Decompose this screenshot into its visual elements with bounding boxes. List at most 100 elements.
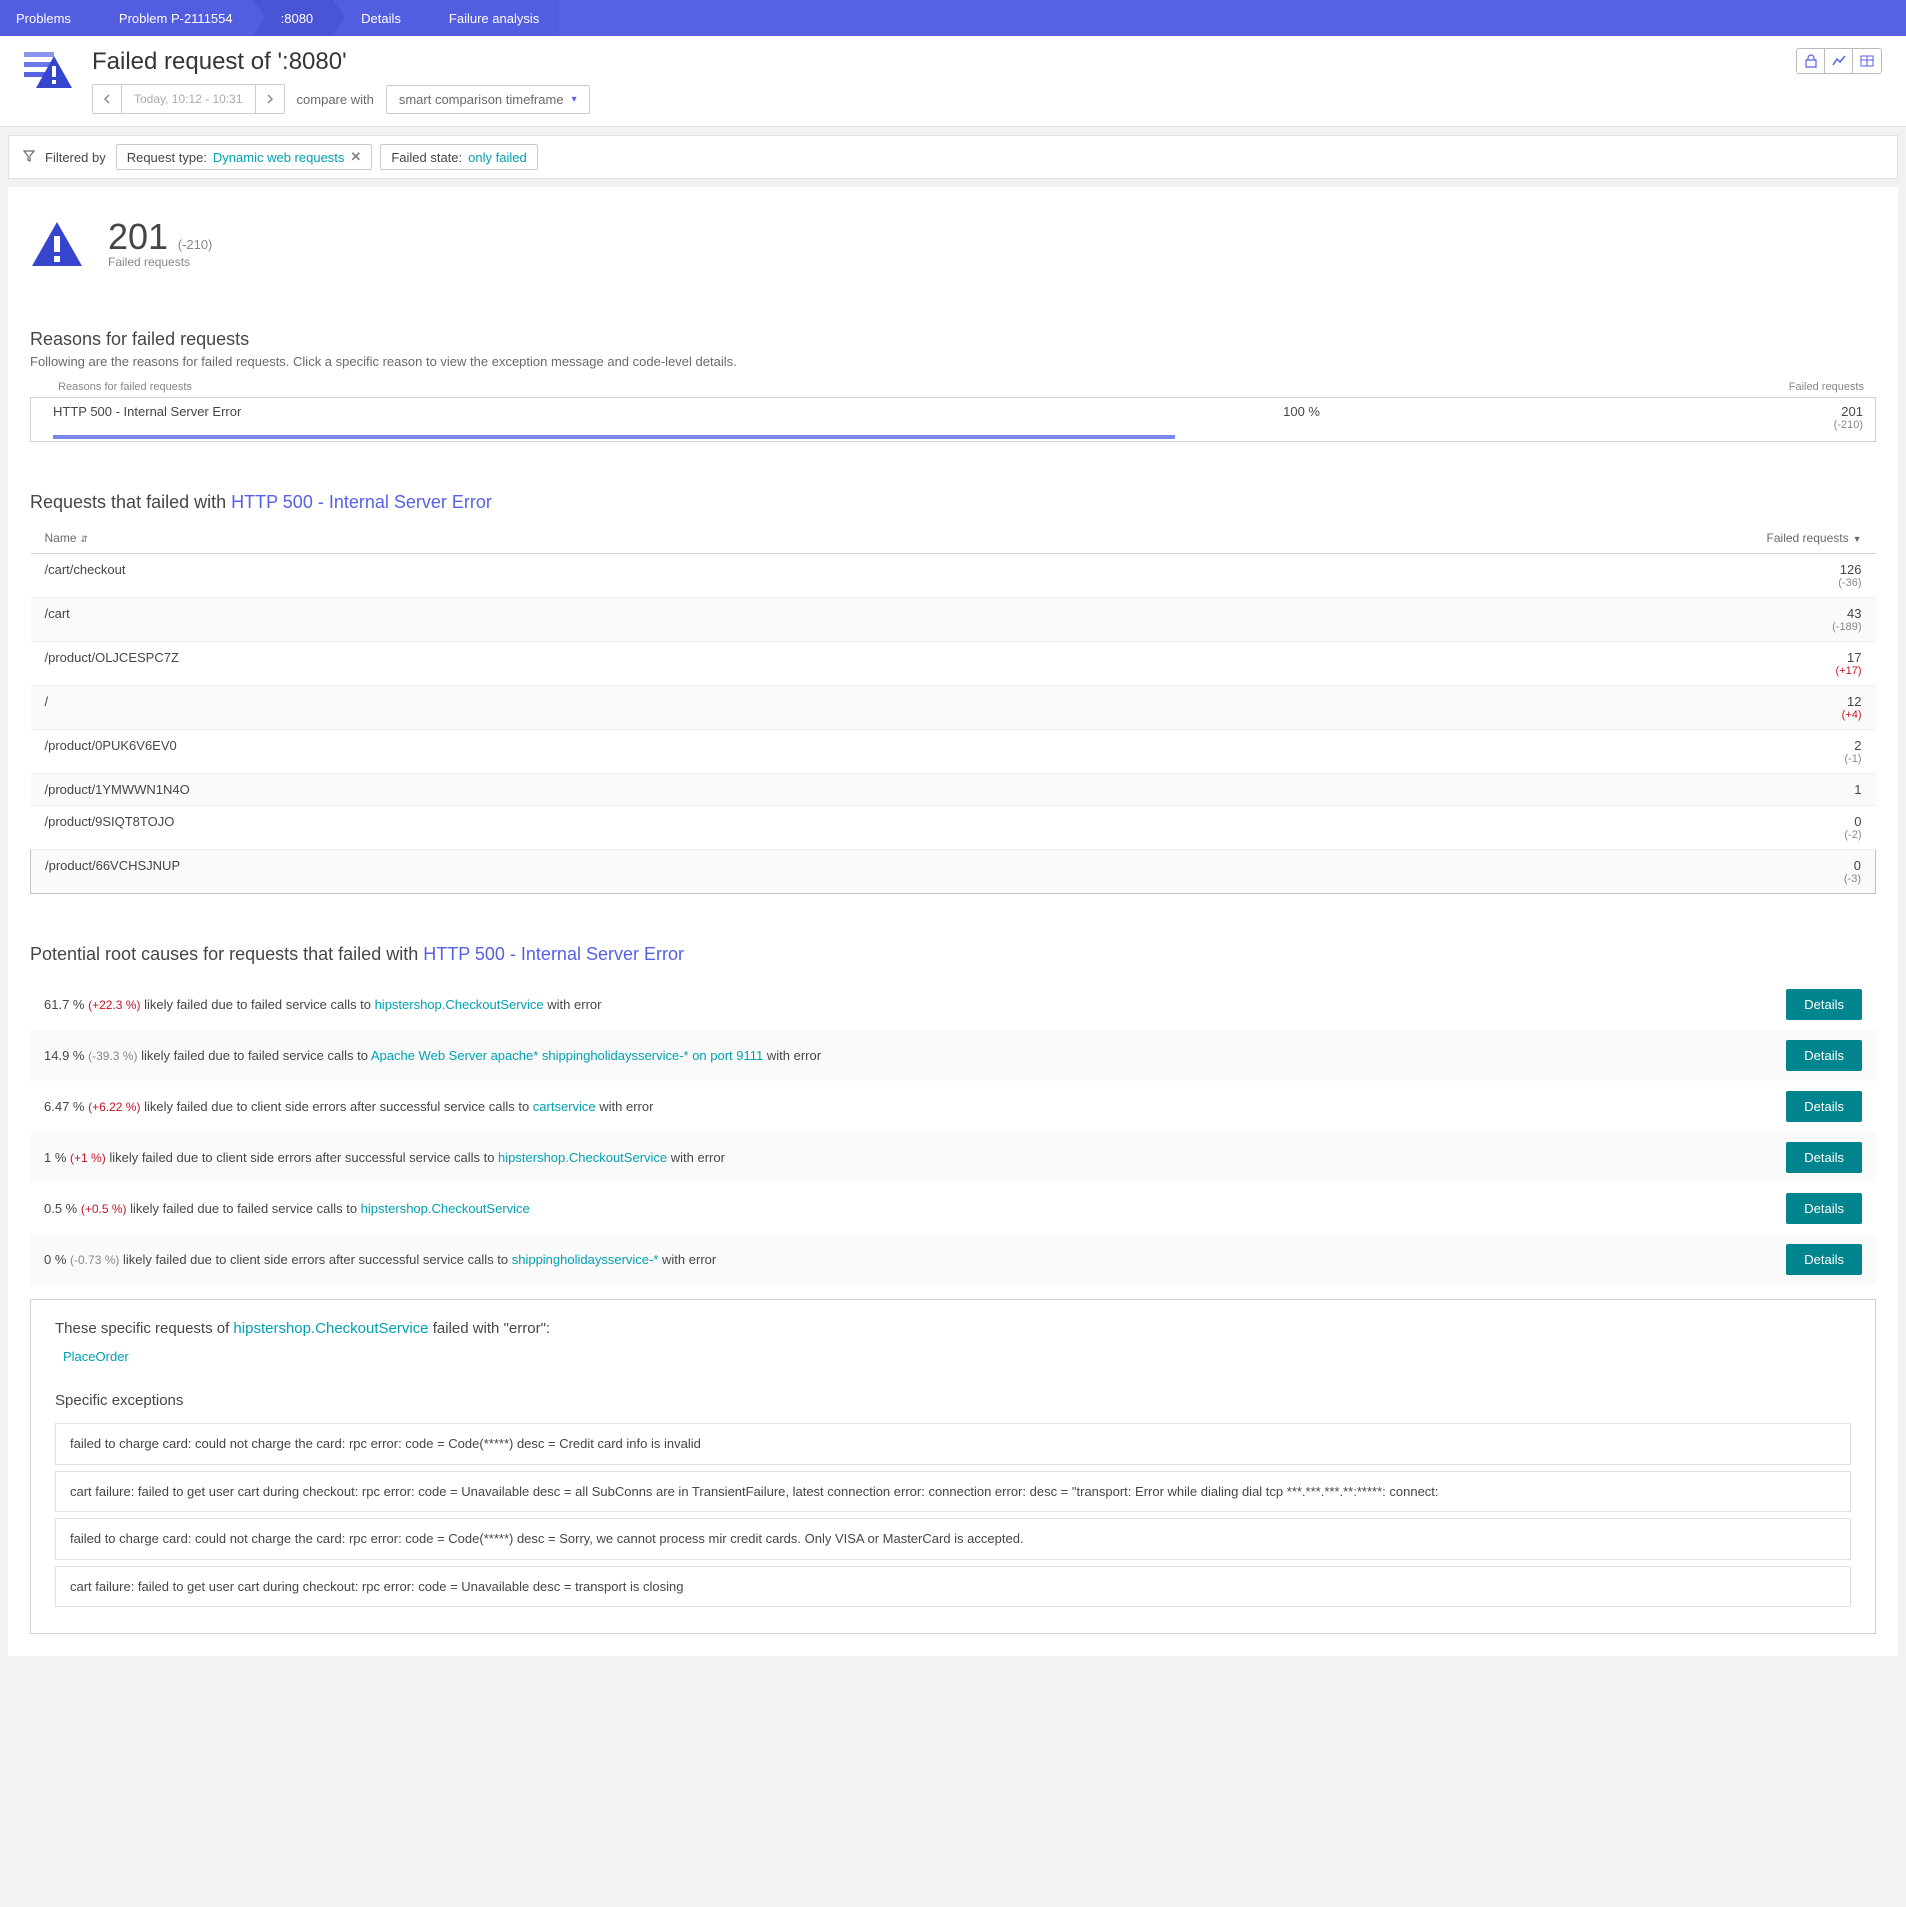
request-name: /	[31, 686, 1110, 730]
root-cause-row: 61.7 % (+22.3 %) likely failed due to fa…	[30, 979, 1876, 1030]
table-row[interactable]: /product/66VCHSJNUP0(-3)	[31, 850, 1876, 894]
filtered-by-label: Filtered by	[45, 150, 106, 165]
request-count-cell: 0(-3)	[1109, 850, 1875, 894]
exception-item[interactable]: cart failure: failed to get user cart du…	[55, 1566, 1851, 1608]
root-cause-row: 14.9 % (-39.3 %) likely failed due to fa…	[30, 1030, 1876, 1081]
reason-pct: 100 %	[1139, 404, 1320, 419]
filter-chip-value: only failed	[468, 150, 527, 165]
main-panel: 201 (-210) Failed requests Reasons for f…	[8, 187, 1898, 1656]
root-cause-text: 61.7 % (+22.3 %) likely failed due to fa…	[44, 997, 1786, 1012]
root-cause-text: 1 % (+1 %) likely failed due to client s…	[44, 1150, 1786, 1165]
table-row[interactable]: /12(+4)	[31, 686, 1876, 730]
header-actions	[1796, 48, 1882, 74]
reasons-head: Reasons for failed requests Failed reque…	[30, 381, 1876, 397]
details-button[interactable]: Details	[1786, 989, 1862, 1020]
breadcrumb-item[interactable]: Problem P-2111554	[91, 0, 253, 36]
time-next-button[interactable]	[256, 85, 284, 113]
chart-view-button[interactable]	[1825, 49, 1853, 73]
root-cause-text: 14.9 % (-39.3 %) likely failed due to fa…	[44, 1048, 1786, 1063]
filter-chip[interactable]: Request type: Dynamic web requests✕	[116, 144, 373, 170]
warning-triangle-icon	[30, 220, 84, 268]
request-count-cell: 12(+4)	[1109, 686, 1875, 730]
reason-bar	[53, 435, 1863, 439]
details-button[interactable]: Details	[1786, 1142, 1862, 1173]
root-cause-text: 6.47 % (+6.22 %) likely failed due to cl…	[44, 1099, 1786, 1114]
time-prev-button[interactable]	[93, 85, 121, 113]
root-cause-row: 0.5 % (+0.5 %) likely failed due to fail…	[30, 1183, 1876, 1234]
reasons-head-left: Reasons for failed requests	[58, 381, 1789, 393]
details-button[interactable]: Details	[1786, 1244, 1862, 1275]
compare-with-label: compare with	[297, 92, 374, 107]
detail-box-title: These specific requests of hipstershop.C…	[55, 1320, 1851, 1337]
close-icon[interactable]: ✕	[350, 149, 361, 165]
table-row[interactable]: /product/OLJCESPC7Z17(+17)	[31, 642, 1876, 686]
time-row: Today, 10:12 - 10:31 compare with smart …	[92, 84, 590, 114]
filter-icon	[23, 150, 35, 165]
comparison-dropdown[interactable]: smart comparison timeframe ▾	[386, 85, 590, 114]
failed-delta: (-210)	[178, 237, 213, 252]
request-name: /product/OLJCESPC7Z	[31, 642, 1110, 686]
failed-count: 201	[108, 216, 168, 257]
exception-item[interactable]: failed to charge card: could not charge …	[55, 1518, 1851, 1560]
table-row[interactable]: /product/0PUK6V6EV02(-1)	[31, 730, 1876, 774]
place-order-link[interactable]: PlaceOrder	[63, 1349, 1851, 1364]
request-count-cell: 126(-36)	[1109, 554, 1875, 598]
request-name: /cart/checkout	[31, 554, 1110, 598]
details-button[interactable]: Details	[1786, 1193, 1862, 1224]
col-failed-requests[interactable]: Failed requests▼	[1109, 523, 1875, 554]
reasons-head-right: Failed requests	[1789, 381, 1864, 393]
comparison-dropdown-label: smart comparison timeframe	[399, 92, 564, 107]
root-causes-title: Potential root causes for requests that …	[30, 944, 1876, 965]
breadcrumb-item[interactable]: Problems	[0, 0, 91, 36]
service-link[interactable]: Apache Web Server apache* shippingholida…	[371, 1048, 763, 1063]
page-title: Failed request of ':8080'	[92, 48, 590, 76]
sort-icon: ⇵	[81, 534, 89, 544]
reasons-row[interactable]: HTTP 500 - Internal Server Error 100 % 2…	[30, 397, 1876, 442]
reason-count: 201	[1841, 404, 1863, 419]
breadcrumb-item[interactable]: Details	[333, 0, 421, 36]
exception-item[interactable]: failed to charge card: could not charge …	[55, 1423, 1851, 1465]
root-cause-text: 0 % (-0.73 %) likely failed due to clien…	[44, 1252, 1786, 1267]
detail-service-link[interactable]: hipstershop.CheckoutService	[233, 1320, 428, 1337]
reason-name: HTTP 500 - Internal Server Error	[53, 404, 1139, 419]
col-name[interactable]: Name⇵	[31, 523, 1110, 554]
service-link[interactable]: hipstershop.CheckoutService	[498, 1150, 667, 1165]
table-row[interactable]: /product/1YMWWN1N4O1	[31, 774, 1876, 806]
exception-item[interactable]: cart failure: failed to get user cart du…	[55, 1471, 1851, 1513]
lock-button[interactable]	[1797, 49, 1825, 73]
summary-block: 201 (-210) Failed requests	[30, 219, 1876, 269]
table-view-button[interactable]	[1853, 49, 1881, 73]
root-cause-row: 0 % (-0.73 %) likely failed due to clien…	[30, 1234, 1876, 1285]
request-name: /cart	[31, 598, 1110, 642]
request-count-cell: 1	[1109, 774, 1875, 806]
breadcrumb-item[interactable]: Failure analysis	[421, 0, 559, 36]
requests-failed-link[interactable]: HTTP 500 - Internal Server Error	[231, 492, 492, 512]
service-link[interactable]: cartservice	[533, 1099, 596, 1114]
reason-delta: (-210)	[1834, 419, 1863, 431]
request-name: /product/1YMWWN1N4O	[31, 774, 1110, 806]
filter-chip[interactable]: Failed state: only failed	[380, 144, 537, 170]
root-causes-link[interactable]: HTTP 500 - Internal Server Error	[423, 944, 684, 964]
request-count-cell: 2(-1)	[1109, 730, 1875, 774]
time-range-label: Today, 10:12 - 10:31	[121, 85, 256, 113]
table-row[interactable]: /product/9SIQT8TOJO0(-2)	[31, 806, 1876, 850]
breadcrumb: ProblemsProblem P-2111554:8080DetailsFai…	[0, 0, 1906, 36]
table-row[interactable]: /cart43(-189)	[31, 598, 1876, 642]
details-button[interactable]: Details	[1786, 1040, 1862, 1071]
request-count-cell: 0(-2)	[1109, 806, 1875, 850]
root-causes-list: 61.7 % (+22.3 %) likely failed due to fa…	[30, 979, 1876, 1285]
details-button[interactable]: Details	[1786, 1091, 1862, 1122]
service-link[interactable]: hipstershop.CheckoutService	[361, 1201, 530, 1216]
requests-failed-title: Requests that failed with HTTP 500 - Int…	[30, 492, 1876, 513]
service-link[interactable]: hipstershop.CheckoutService	[375, 997, 544, 1012]
service-link[interactable]: shippingholidaysservice-*	[512, 1252, 659, 1267]
filter-bar: Filtered by Request type: Dynamic web re…	[8, 135, 1898, 179]
failed-request-icon	[24, 48, 72, 90]
chevron-down-icon: ▾	[572, 94, 577, 105]
header-title-block: Failed request of ':8080' Today, 10:12 -…	[92, 48, 590, 114]
reasons-title: Reasons for failed requests	[30, 329, 1876, 350]
time-nav: Today, 10:12 - 10:31	[92, 84, 285, 114]
breadcrumb-item[interactable]: :8080	[253, 0, 334, 36]
root-cause-row: 6.47 % (+6.22 %) likely failed due to cl…	[30, 1081, 1876, 1132]
table-row[interactable]: /cart/checkout126(-36)	[31, 554, 1876, 598]
